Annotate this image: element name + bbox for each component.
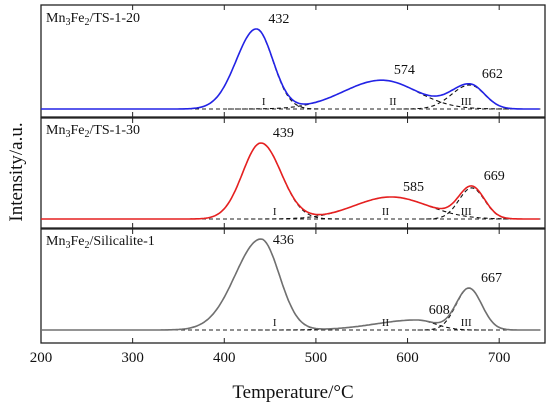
x-tick-label: 300: [121, 350, 144, 366]
peak-roman-label: II: [389, 96, 397, 108]
peak-roman-label: I: [273, 317, 277, 329]
peak-temperature-label: 667: [481, 271, 502, 286]
peak-temperature-label: 669: [484, 169, 505, 184]
fit-peak-II: [244, 196, 538, 220]
x-tick-label: 400: [213, 350, 236, 366]
fit-peak-III: [396, 84, 529, 110]
panel-frame: [40, 4, 546, 118]
x-tick-label: 200: [30, 350, 53, 366]
peak-temperature-label: 608: [429, 303, 450, 318]
fit-peak-II: [227, 79, 522, 110]
x-tick-label: 600: [396, 350, 419, 366]
panel-label: Mn3Fe2/Silicalite-1: [46, 234, 155, 251]
peak-roman-label: I: [273, 206, 277, 218]
panel-label: Mn3Fe2/TS-1-30: [46, 123, 140, 140]
peak-roman-label: II: [382, 206, 390, 218]
x-axis-title: Temperature/°C: [232, 382, 353, 403]
tpr-curve: [41, 28, 540, 110]
peak-temperature-label: 432: [268, 12, 289, 27]
x-tick-label: 500: [305, 350, 328, 366]
peak-temperature-label: 662: [482, 67, 503, 82]
peak-roman-label: I: [262, 96, 266, 108]
panel-label: Mn3Fe2/TS-1-20: [46, 11, 140, 28]
y-axis-title: Intensity/a.u.: [6, 122, 27, 221]
fit-peak-III: [420, 187, 523, 220]
tpr-curve: [41, 238, 540, 331]
panel-frame: [40, 117, 546, 229]
tpr-curve: [41, 142, 540, 220]
peak-temperature-label: 439: [273, 126, 294, 141]
panel-frame: [40, 228, 546, 344]
peak-roman-label: III: [461, 96, 472, 108]
fit-peak-I: [175, 28, 323, 110]
peak-temperature-label: 574: [394, 63, 415, 78]
peak-roman-label: II: [382, 317, 390, 329]
peak-temperature-label: 585: [403, 180, 424, 195]
x-tick-label: 700: [488, 350, 511, 366]
peak-roman-label: III: [461, 317, 472, 329]
peak-roman-label: III: [461, 206, 472, 218]
peak-temperature-label: 436: [273, 233, 294, 248]
fit-peak-I: [187, 142, 342, 220]
